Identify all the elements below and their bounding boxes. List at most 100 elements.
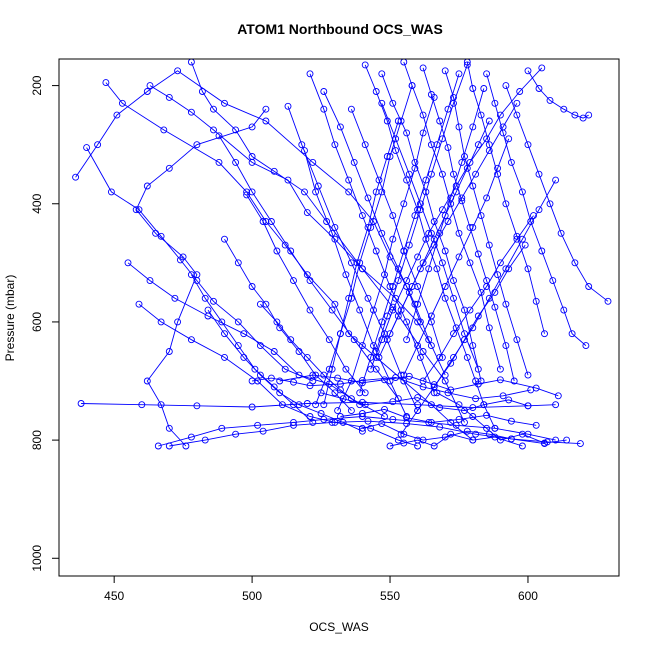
data-point bbox=[585, 111, 593, 119]
data-point bbox=[438, 206, 446, 214]
data-point bbox=[458, 158, 466, 166]
data-point bbox=[427, 312, 435, 320]
data-point bbox=[72, 173, 80, 181]
data-point bbox=[314, 182, 322, 190]
data-point bbox=[430, 442, 438, 450]
data-point bbox=[306, 306, 314, 314]
data-point bbox=[364, 294, 372, 302]
data-point bbox=[309, 418, 317, 426]
data-point bbox=[383, 336, 391, 344]
data-point bbox=[165, 348, 173, 355]
data-point bbox=[187, 336, 195, 344]
data-point bbox=[436, 117, 444, 125]
data-point bbox=[290, 421, 297, 429]
data-point bbox=[433, 265, 441, 273]
data-point bbox=[427, 401, 435, 409]
data-point bbox=[513, 111, 521, 119]
data-point bbox=[210, 105, 217, 113]
data-point bbox=[143, 377, 151, 385]
data-point bbox=[94, 141, 102, 149]
data-point bbox=[350, 158, 358, 166]
data-point bbox=[358, 212, 366, 220]
data-point bbox=[430, 383, 438, 391]
data-point bbox=[524, 402, 532, 410]
series-line-32 bbox=[337, 97, 435, 411]
data-point bbox=[507, 158, 515, 166]
data-point bbox=[135, 300, 143, 308]
series-line-27 bbox=[527, 70, 589, 119]
data-point bbox=[154, 442, 162, 450]
data-point bbox=[270, 383, 278, 391]
data-point bbox=[554, 392, 562, 400]
data-point bbox=[516, 88, 524, 95]
series-line-51 bbox=[260, 303, 360, 406]
data-point bbox=[450, 99, 457, 107]
data-point bbox=[483, 70, 491, 78]
data-point bbox=[234, 318, 242, 326]
data-point bbox=[146, 277, 154, 285]
data-point bbox=[331, 141, 339, 149]
data-point bbox=[505, 396, 513, 404]
data-point bbox=[505, 265, 513, 273]
data-point bbox=[414, 436, 422, 444]
data-point bbox=[452, 324, 460, 332]
data-point bbox=[469, 342, 477, 350]
data-point bbox=[232, 158, 240, 166]
data-point bbox=[113, 111, 121, 119]
data-point bbox=[157, 232, 165, 240]
data-point bbox=[372, 247, 380, 255]
data-point bbox=[576, 440, 584, 448]
data-point bbox=[331, 300, 339, 308]
data-point bbox=[419, 64, 427, 72]
data-point bbox=[560, 306, 568, 314]
data-point bbox=[383, 153, 391, 160]
data-point bbox=[143, 88, 151, 95]
data-point bbox=[215, 132, 223, 140]
data-point bbox=[187, 433, 195, 441]
data-point bbox=[320, 88, 328, 95]
data-point bbox=[361, 61, 369, 69]
data-point bbox=[400, 430, 408, 438]
data-point bbox=[485, 241, 493, 249]
data-point bbox=[518, 430, 526, 438]
data-point bbox=[350, 336, 358, 344]
data-point bbox=[303, 209, 311, 217]
data-point bbox=[450, 353, 457, 361]
data-point bbox=[358, 342, 366, 350]
data-point bbox=[441, 433, 449, 441]
data-point bbox=[378, 70, 386, 78]
data-point bbox=[450, 294, 457, 302]
data-point bbox=[452, 421, 460, 429]
data-point bbox=[102, 79, 110, 87]
data-point bbox=[549, 277, 557, 285]
data-point bbox=[356, 401, 364, 409]
data-point bbox=[483, 283, 491, 290]
data-point bbox=[461, 336, 468, 344]
data-point bbox=[309, 158, 317, 166]
data-point bbox=[491, 433, 499, 441]
data-point bbox=[419, 436, 427, 444]
data-point bbox=[201, 294, 209, 302]
data-point bbox=[394, 265, 402, 273]
data-point bbox=[485, 294, 493, 302]
data-point bbox=[342, 271, 350, 279]
data-point bbox=[411, 212, 419, 220]
data-point bbox=[378, 99, 386, 107]
data-point bbox=[524, 141, 532, 149]
data-point bbox=[444, 144, 452, 152]
data-point bbox=[524, 67, 532, 75]
series-line-44 bbox=[422, 215, 534, 382]
data-point bbox=[135, 206, 143, 214]
data-point bbox=[301, 188, 308, 196]
data-point bbox=[221, 235, 228, 243]
data-point bbox=[461, 306, 468, 314]
data-point bbox=[427, 141, 435, 149]
series-line-17 bbox=[389, 433, 523, 447]
data-point bbox=[339, 418, 347, 426]
data-point bbox=[483, 194, 491, 202]
data-point bbox=[320, 371, 328, 379]
data-point bbox=[347, 407, 355, 415]
data-point bbox=[552, 436, 560, 444]
series-line-16 bbox=[362, 423, 545, 445]
